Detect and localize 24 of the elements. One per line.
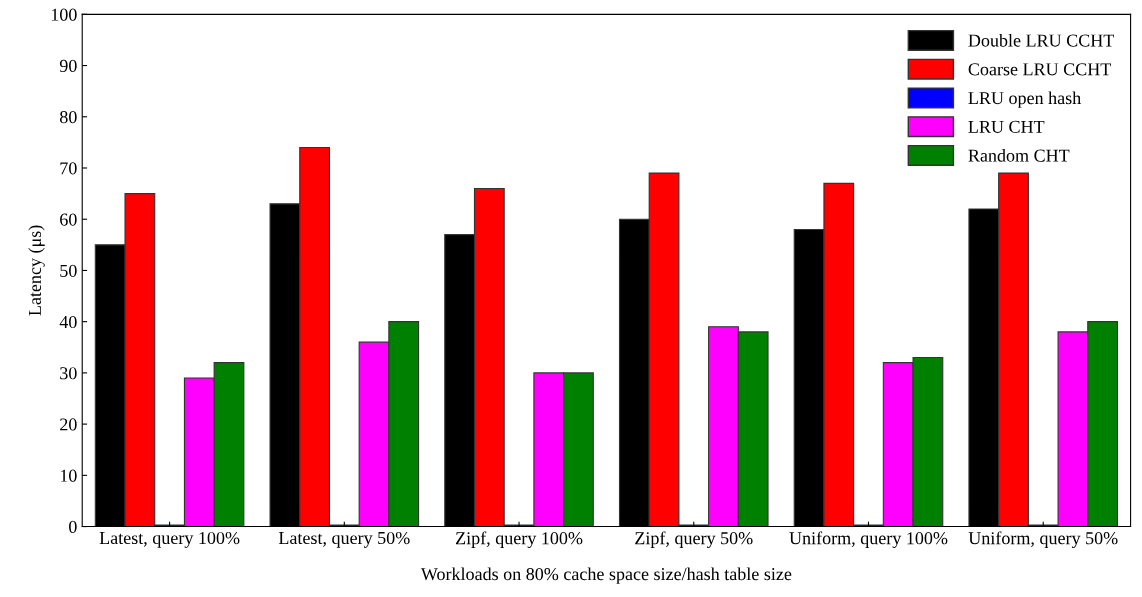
y-tick-label: 20 bbox=[60, 418, 77, 431]
x-tick-label: Zipf, query 100% bbox=[455, 531, 583, 549]
y-tick-label: 10 bbox=[60, 469, 77, 482]
y-tick-label: 30 bbox=[60, 367, 77, 380]
y-axis-title: Latency (μs) bbox=[28, 225, 45, 316]
y-tick-label: 90 bbox=[59, 59, 77, 72]
legend-label: Coarse LRU CCHT bbox=[968, 63, 1112, 76]
y-tick-label: 50 bbox=[60, 264, 77, 277]
y-tick-label: 40 bbox=[59, 315, 77, 329]
legend-label: Random CHT bbox=[968, 148, 1070, 162]
y-tick-label: 80 bbox=[60, 111, 77, 124]
x-tick-label: Uniform, query 100% bbox=[789, 531, 948, 549]
x-tick-label: Latest, query 100% bbox=[99, 531, 240, 548]
x-tick-label: Uniform, query 50% bbox=[968, 531, 1118, 549]
x-tick-label: Zipf, query 50% bbox=[635, 531, 753, 549]
legend-label: LRU CHT bbox=[968, 120, 1045, 133]
x-tick-label: Latest, query 50% bbox=[278, 531, 410, 548]
y-tick-label: 60 bbox=[60, 213, 77, 226]
y-tick-label: 0 bbox=[69, 520, 77, 533]
y-tick-label: 70 bbox=[60, 162, 77, 175]
legend-label: Double LRU CCHT bbox=[968, 33, 1115, 47]
legend-label: LRU open hash bbox=[968, 91, 1081, 108]
x-axis-title: Workloads on 80% cache space size/hash table size bbox=[420, 567, 792, 584]
y-tick-label: 100 bbox=[51, 8, 77, 21]
